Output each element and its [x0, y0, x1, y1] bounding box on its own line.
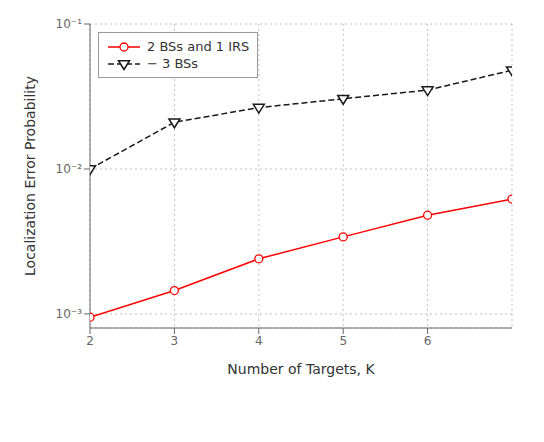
svg-text:2: 2	[86, 334, 94, 348]
svg-text:Localization Error Probability: Localization Error Probability	[22, 76, 38, 276]
svg-text:Number of Targets, K: Number of Targets, K	[227, 361, 375, 377]
svg-text:6: 6	[424, 334, 432, 348]
svg-text:10⁻²: 10⁻²	[56, 162, 83, 176]
svg-text:4: 4	[255, 334, 263, 348]
svg-text:5: 5	[339, 334, 347, 348]
svg-text:10⁻³: 10⁻³	[56, 307, 83, 321]
html-text:− 3 BSs: − 3 BSs	[147, 56, 199, 71]
html-text:2 BSs and 1 IRS: 2 BSs and 1 IRS	[147, 39, 250, 54]
svg-text:3: 3	[171, 334, 179, 348]
svg-text:10⁻¹: 10⁻¹	[56, 17, 83, 31]
